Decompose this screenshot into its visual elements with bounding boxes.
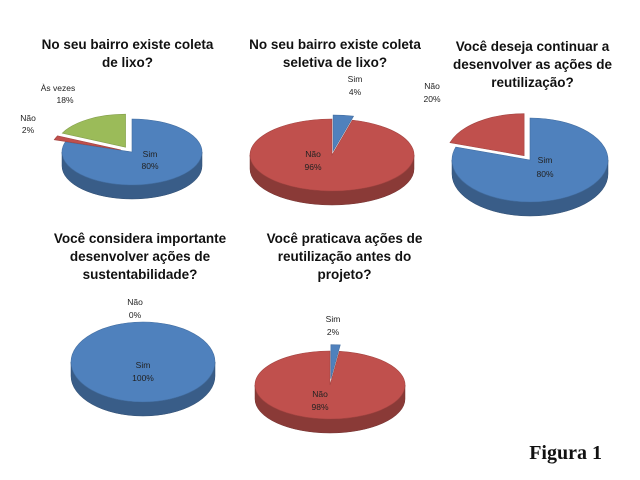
slice-value-label: 80%: [141, 161, 158, 171]
chart-title-reutilizacao-antes: Você praticava ações de reutilização ant…: [266, 231, 423, 282]
slice-label: Sim: [538, 155, 553, 165]
pie-slice: [330, 344, 341, 379]
slice-label: Sim: [143, 149, 158, 159]
pie-slice: [61, 113, 126, 148]
slice-value-label: 100%: [132, 373, 154, 383]
slice-label: Não: [127, 297, 143, 307]
pie-slice: [332, 114, 355, 153]
pie-slice: [451, 117, 609, 203]
slice-value-label: 80%: [536, 169, 553, 179]
slice-value-label: 4%: [349, 87, 362, 97]
figure-label: Figura 1: [529, 442, 602, 464]
chart-title-sustentabilidade: Você considera importante desenvolver aç…: [53, 231, 227, 282]
slice-value-label: 96%: [304, 162, 321, 172]
slice-label: Às vezes: [41, 83, 76, 93]
slice-value-label: 2%: [327, 327, 340, 337]
pie-slice: [53, 135, 121, 151]
chart-title-continuar-reutilizacao: Você deseja continuar a desenvolver as a…: [452, 39, 613, 90]
pie-slice: [449, 113, 525, 157]
pie-slice: [61, 118, 203, 186]
slice-value-label: 20%: [423, 94, 440, 104]
slice-label: Não: [424, 81, 440, 91]
slice-label: Sim: [326, 314, 341, 324]
slice-label: Sim: [136, 360, 151, 370]
slice-value-label: 98%: [311, 402, 328, 412]
slice-label: Não: [312, 389, 328, 399]
slice-label: Não: [20, 113, 36, 123]
chart-title-coleta-lixo: No seu bairro existe coleta de lixo?: [41, 37, 214, 70]
pie-slice: [249, 118, 415, 192]
pie-slice: [70, 321, 216, 403]
slice-value-label: 0%: [129, 310, 142, 320]
slice-label: Não: [305, 149, 321, 159]
slice-value-label: 18%: [56, 95, 73, 105]
slice-value-label: 2%: [22, 125, 35, 135]
pie-slice: [254, 350, 406, 420]
slice-label: Sim: [348, 74, 363, 84]
chart-title-coleta-seletiva: No seu bairro existe coleta seletiva de …: [249, 37, 421, 70]
